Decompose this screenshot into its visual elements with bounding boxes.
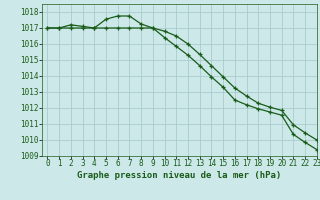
X-axis label: Graphe pression niveau de la mer (hPa): Graphe pression niveau de la mer (hPa) bbox=[77, 171, 281, 180]
